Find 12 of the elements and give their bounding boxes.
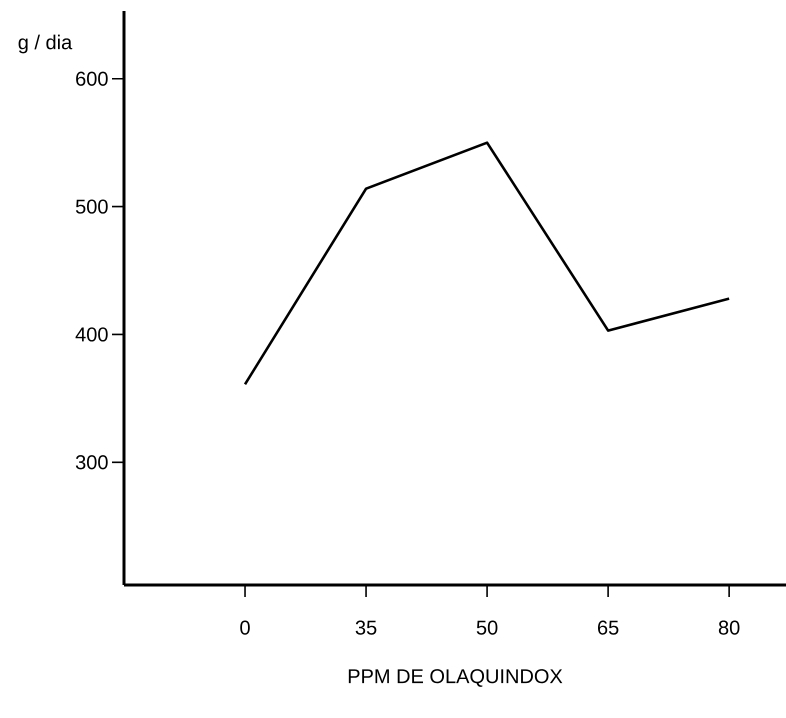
y-tick-label: 300 bbox=[76, 455, 108, 470]
y-tick-label: 600 bbox=[76, 72, 108, 86]
y-tick-label: 500 bbox=[76, 200, 108, 214]
x-tick-label: 0 bbox=[240, 620, 250, 635]
x-axis-title: PPM DE OLAQUINDOX bbox=[348, 669, 562, 687]
y-axis-title: g / dia bbox=[18, 34, 72, 54]
y-tick-label: 400 bbox=[76, 327, 108, 342]
line-series bbox=[244, 141, 730, 386]
x-tick-label: 35 bbox=[356, 620, 376, 635]
x-tick-label: 80 bbox=[718, 620, 740, 635]
x-tick-label: 65 bbox=[598, 620, 618, 635]
x-tick-label: 50 bbox=[476, 620, 498, 635]
